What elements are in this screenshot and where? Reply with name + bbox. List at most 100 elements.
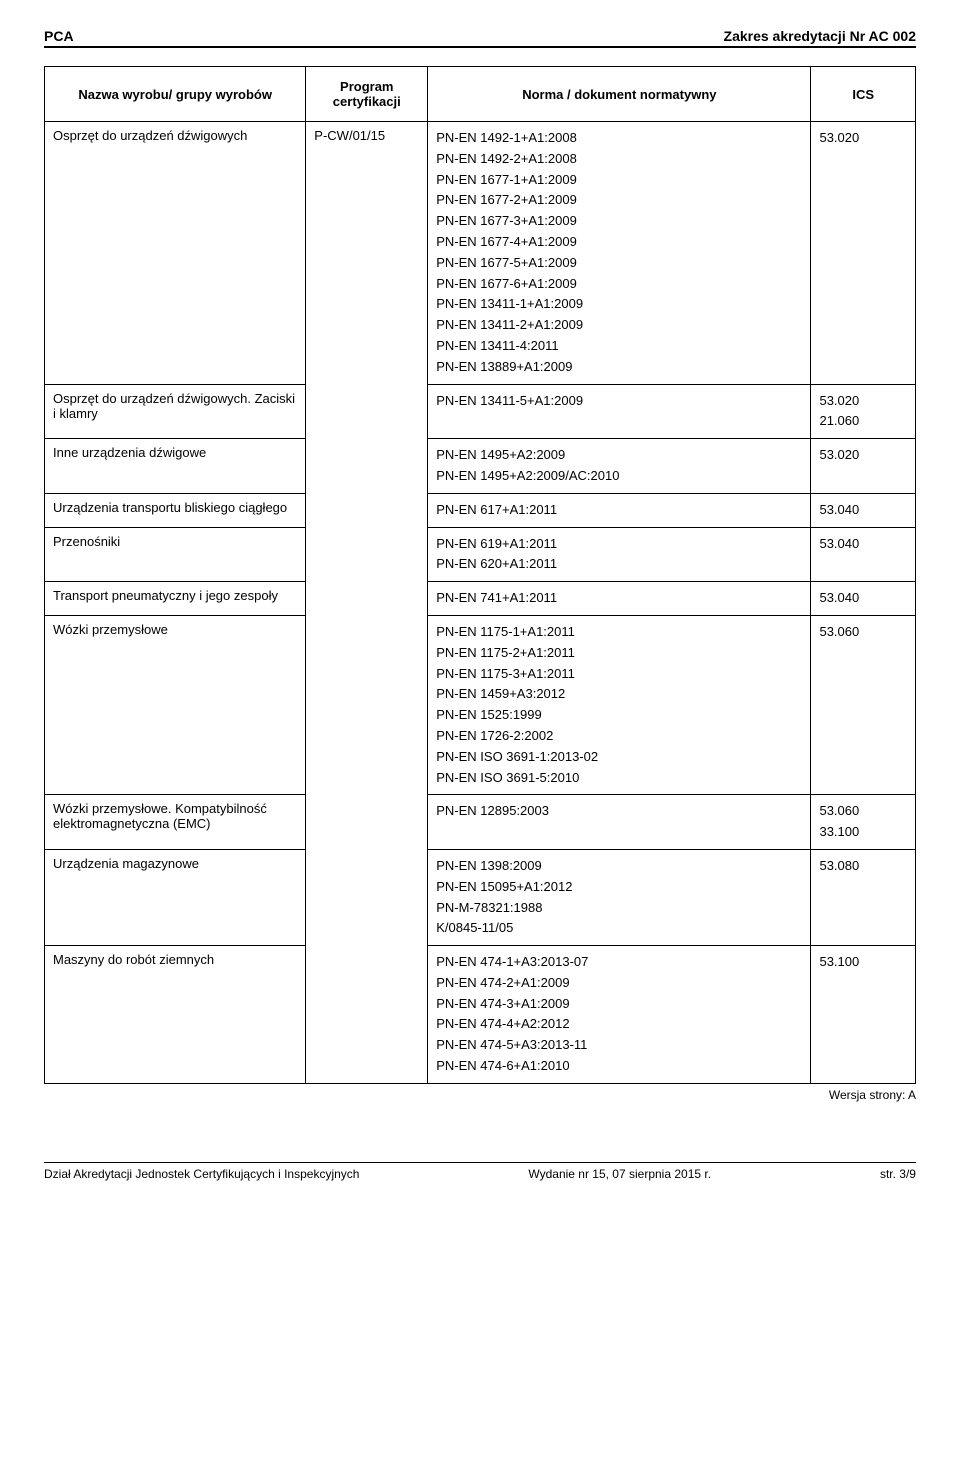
ics-entry: 53.040 <box>819 500 907 521</box>
norm-entry: PN-EN 1677-4+A1:2009 <box>436 232 802 253</box>
norm-entry: PN-EN 474-4+A2:2012 <box>436 1014 802 1035</box>
cell-norms: PN-EN 1495+A2:2009PN-EN 1495+A2:2009/AC:… <box>428 439 811 494</box>
cell-norms: PN-EN 1492-1+A1:2008PN-EN 1492-2+A1:2008… <box>428 122 811 385</box>
ics-entry: 21.060 <box>819 411 907 432</box>
cell-norms: PN-EN 617+A1:2011 <box>428 493 811 527</box>
norm-entry: PN-EN 1677-5+A1:2009 <box>436 253 802 274</box>
norm-entry: PN-EN 474-1+A3:2013-07 <box>436 952 802 973</box>
cell-ics: 53.040 <box>811 527 916 582</box>
cell-ics: 53.06033.100 <box>811 795 916 850</box>
norm-entry: PN-EN 15095+A1:2012 <box>436 877 802 898</box>
accreditation-table: Nazwa wyrobu/ grupy wyrobów Program cert… <box>44 66 916 1084</box>
norm-entry: PN-EN ISO 3691-1:2013-02 <box>436 747 802 768</box>
norm-entry: PN-EN 474-3+A1:2009 <box>436 994 802 1015</box>
cell-norms: PN-EN 741+A1:2011 <box>428 582 811 616</box>
cell-product-name: Wózki przemysłowe <box>45 615 306 794</box>
ics-entry: 53.060 <box>819 801 907 822</box>
cell-product-name: Osprzęt do urządzeń dźwigowych <box>45 122 306 385</box>
ics-entry: 53.060 <box>819 622 907 643</box>
cell-ics: 53.02021.060 <box>811 384 916 439</box>
table-row: Wózki przemysłowe. Kompatybilność elektr… <box>45 795 916 850</box>
cell-norms: PN-EN 1175-1+A1:2011PN-EN 1175-2+A1:2011… <box>428 615 811 794</box>
cell-product-name: Wózki przemysłowe. Kompatybilność elektr… <box>45 795 306 850</box>
norm-entry: PN-EN ISO 3691-5:2010 <box>436 768 802 789</box>
table-row: Osprzęt do urządzeń dźwigowychP-CW/01/15… <box>45 122 916 385</box>
norm-entry: PN-EN 13411-5+A1:2009 <box>436 391 802 412</box>
cell-norms: PN-EN 1398:2009PN-EN 15095+A1:2012PN-M-7… <box>428 849 811 945</box>
cell-ics: 53.060 <box>811 615 916 794</box>
norm-entry: PN-EN 617+A1:2011 <box>436 500 802 521</box>
table-header-row: Nazwa wyrobu/ grupy wyrobów Program cert… <box>45 67 916 122</box>
version-note: Wersja strony: A <box>44 1088 916 1102</box>
ics-entry: 53.040 <box>819 588 907 609</box>
norm-entry: PN-EN 1175-3+A1:2011 <box>436 664 802 685</box>
norm-entry: PN-EN 1492-1+A1:2008 <box>436 128 802 149</box>
norm-entry: PN-EN 619+A1:2011 <box>436 534 802 555</box>
norm-entry: K/0845-11/05 <box>436 918 802 939</box>
cell-product-name: Osprzęt do urządzeń dźwigowych. Zaciski … <box>45 384 306 439</box>
cell-product-name: Urządzenia magazynowe <box>45 849 306 945</box>
cell-ics: 53.020 <box>811 439 916 494</box>
norm-entry: PN-EN 12895:2003 <box>436 801 802 822</box>
norm-entry: PN-EN 13889+A1:2009 <box>436 357 802 378</box>
col-header-program: Program certyfikacji <box>306 67 428 122</box>
norm-entry: PN-EN 1492-2+A1:2008 <box>436 149 802 170</box>
cell-norms: PN-EN 13411-5+A1:2009 <box>428 384 811 439</box>
ics-entry: 53.040 <box>819 534 907 555</box>
table-row: Urządzenia magazynowe PN-EN 1398:2009PN-E… <box>45 849 916 945</box>
cell-product-name: Inne urządzenia dźwigowe <box>45 439 306 494</box>
norm-entry: PN-M-78321:1988 <box>436 898 802 919</box>
norm-entry: PN-EN 741+A1:2011 <box>436 588 802 609</box>
cell-ics: 53.040 <box>811 493 916 527</box>
col-header-norm: Norma / dokument normatywny <box>428 67 811 122</box>
footer-left: Dział Akredytacji Jednostek Certyfikując… <box>44 1167 359 1181</box>
table-row: Transport pneumatyczny i jego zespoły PN-… <box>45 582 916 616</box>
header-left: PCA <box>44 28 74 44</box>
ics-entry: 53.100 <box>819 952 907 973</box>
cell-product-name: Przenośniki <box>45 527 306 582</box>
table-row: Maszyny do robót ziemnych PN-EN 474-1+A3:… <box>45 946 916 1084</box>
ics-entry: 33.100 <box>819 822 907 843</box>
table-row: Wózki przemysłowePN-EN 1175-1+A1:2011PN-… <box>45 615 916 794</box>
norm-entry: PN-EN 13411-2+A1:2009 <box>436 315 802 336</box>
cell-ics: 53.020 <box>811 122 916 385</box>
norm-entry: PN-EN 474-2+A1:2009 <box>436 973 802 994</box>
page-header: PCA Zakres akredytacji Nr AC 002 <box>44 28 916 48</box>
col-header-name: Nazwa wyrobu/ grupy wyrobów <box>45 67 306 122</box>
norm-entry: PN-EN 1459+A3:2012 <box>436 684 802 705</box>
cell-ics: 53.040 <box>811 582 916 616</box>
table-row: Inne urządzenia dźwigowe PN-EN 1495+A2:20… <box>45 439 916 494</box>
table-row: Przenośniki PN-EN 619+A1:2011PN-EN 620+A1… <box>45 527 916 582</box>
cell-norms: PN-EN 474-1+A3:2013-07PN-EN 474-2+A1:200… <box>428 946 811 1084</box>
cell-ics: 53.100 <box>811 946 916 1084</box>
table-row: Urządzenia transportu bliskiego ciągłego… <box>45 493 916 527</box>
norm-entry: PN-EN 474-5+A3:2013-11 <box>436 1035 802 1056</box>
cell-norms: PN-EN 619+A1:2011PN-EN 620+A1:2011 <box>428 527 811 582</box>
norm-entry: PN-EN 1495+A2:2009/AC:2010 <box>436 466 802 487</box>
cell-product-name: Maszyny do robót ziemnych <box>45 946 306 1084</box>
norm-entry: PN-EN 1398:2009 <box>436 856 802 877</box>
norm-entry: PN-EN 1677-1+A1:2009 <box>436 170 802 191</box>
norm-entry: PN-EN 1677-6+A1:2009 <box>436 274 802 295</box>
norm-entry: PN-EN 1677-3+A1:2009 <box>436 211 802 232</box>
norm-entry: PN-EN 620+A1:2011 <box>436 554 802 575</box>
cell-product-name: Urządzenia transportu bliskiego ciągłego <box>45 493 306 527</box>
norm-entry: PN-EN 13411-4:2011 <box>436 336 802 357</box>
cell-program: P-CW/01/15 <box>306 122 428 1084</box>
norm-entry: PN-EN 13411-1+A1:2009 <box>436 294 802 315</box>
table-row: Osprzęt do urządzeń dźwigowych. Zaciski … <box>45 384 916 439</box>
cell-ics: 53.080 <box>811 849 916 945</box>
norm-entry: PN-EN 1175-1+A1:2011 <box>436 622 802 643</box>
footer-center: Wydanie nr 15, 07 sierpnia 2015 r. <box>528 1167 711 1181</box>
ics-entry: 53.020 <box>819 445 907 466</box>
norm-entry: PN-EN 1726-2:2002 <box>436 726 802 747</box>
footer-right: str. 3/9 <box>880 1167 916 1181</box>
page-footer: Dział Akredytacji Jednostek Certyfikując… <box>44 1162 916 1181</box>
ics-entry: 53.020 <box>819 391 907 412</box>
header-right: Zakres akredytacji Nr AC 002 <box>724 28 916 44</box>
norm-entry: PN-EN 1495+A2:2009 <box>436 445 802 466</box>
col-header-ics: ICS <box>811 67 916 122</box>
norm-entry: PN-EN 1677-2+A1:2009 <box>436 190 802 211</box>
ics-entry: 53.080 <box>819 856 907 877</box>
cell-product-name: Transport pneumatyczny i jego zespoły <box>45 582 306 616</box>
